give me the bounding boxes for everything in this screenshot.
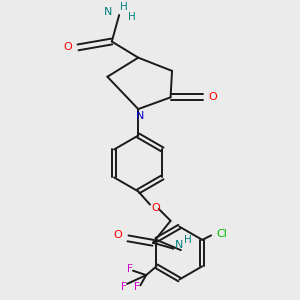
Text: O: O <box>151 202 160 212</box>
Text: O: O <box>63 42 72 52</box>
Text: N: N <box>103 7 112 17</box>
Text: F: F <box>121 282 127 292</box>
Text: Cl: Cl <box>217 229 228 239</box>
Text: H: H <box>120 2 128 12</box>
Text: O: O <box>209 92 218 102</box>
Text: O: O <box>113 230 122 240</box>
Text: H: H <box>184 236 191 245</box>
Text: F: F <box>127 264 133 274</box>
Text: N: N <box>136 111 144 122</box>
Text: N: N <box>175 240 183 250</box>
Text: H: H <box>128 11 136 22</box>
Text: F: F <box>134 282 140 292</box>
